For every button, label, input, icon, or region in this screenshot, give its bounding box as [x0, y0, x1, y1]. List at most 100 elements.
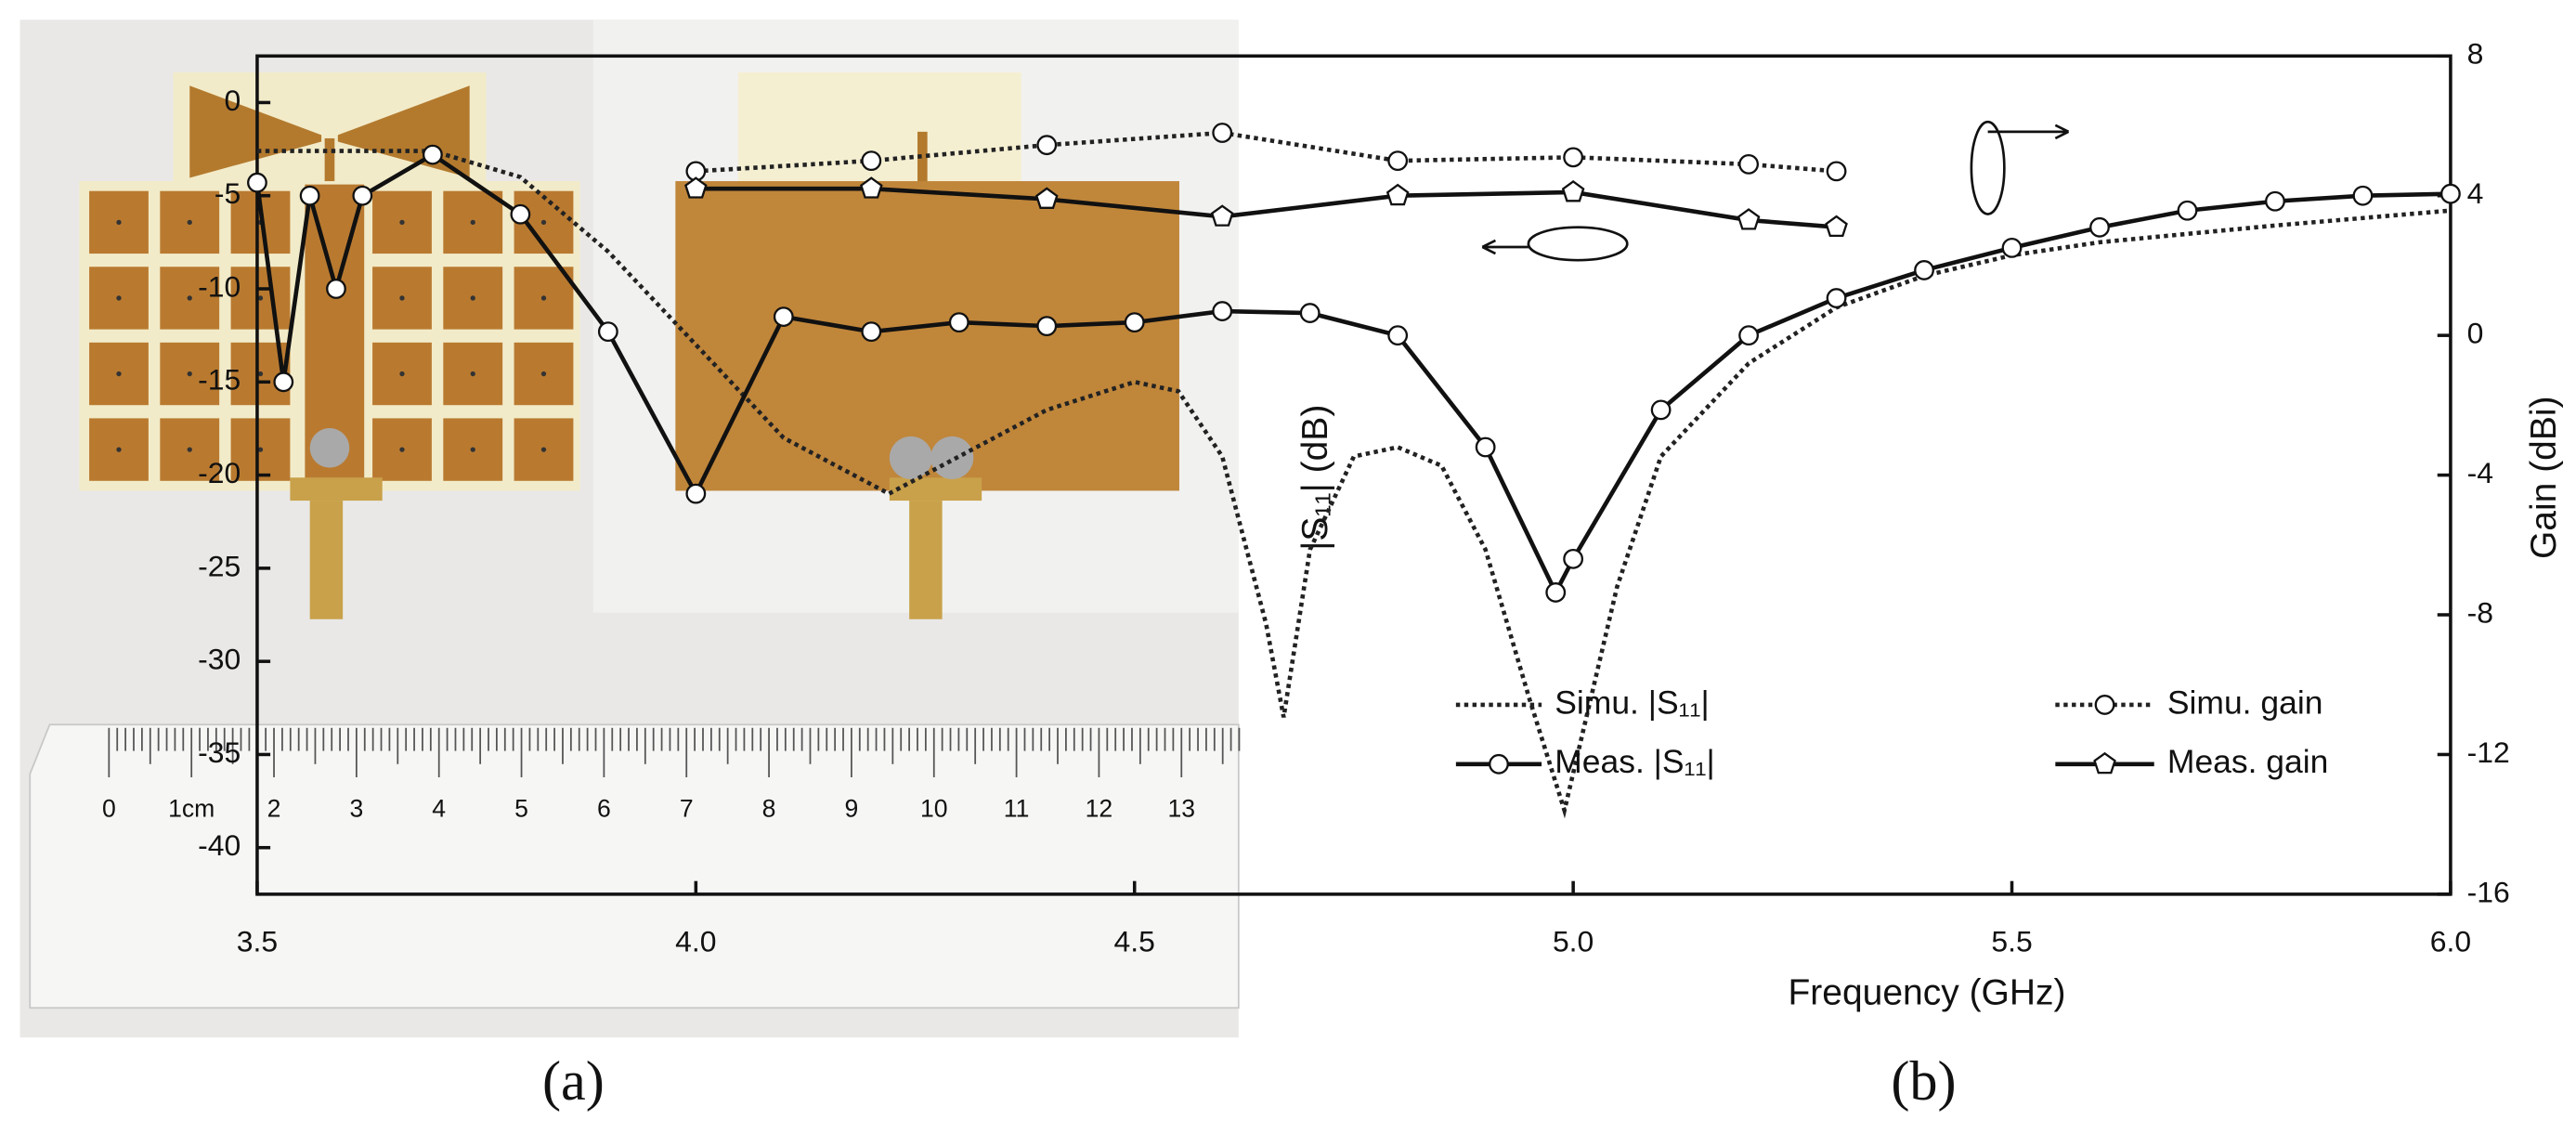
- via: [116, 371, 122, 377]
- ruler-label: 2: [267, 794, 281, 822]
- marker: [352, 185, 373, 206]
- ruler-label: 10: [920, 794, 948, 822]
- via: [470, 295, 475, 301]
- substrate: [737, 72, 1021, 189]
- ruler: [29, 723, 1240, 1009]
- ruler-scale: 0 1cm 2 3 4 5 6 7 8 9 10 11 12 13: [102, 727, 1241, 822]
- marker: [1737, 208, 1761, 230]
- annotation-arrow: [1987, 124, 2070, 140]
- feed-line: [324, 137, 335, 189]
- chart: Frequency (GHz) |S₁₁| (dB) Gain (dBi) 3.…: [198, 37, 2564, 1013]
- marker: [1563, 548, 1584, 569]
- marker: [247, 172, 267, 193]
- marker: [299, 185, 320, 206]
- series-line: [256, 149, 2452, 819]
- via: [540, 219, 547, 226]
- marker: [1387, 325, 1409, 346]
- x-tick-label: 6.0: [2430, 924, 2471, 957]
- via: [257, 295, 264, 301]
- connector: [309, 501, 344, 619]
- y2-tick-label: 4: [2467, 176, 2484, 210]
- marker: [1563, 147, 1584, 168]
- ruler-label: 4: [432, 794, 446, 822]
- via: [399, 447, 405, 452]
- marker: [1124, 312, 1145, 333]
- marker: [1825, 215, 1848, 238]
- via: [540, 371, 547, 377]
- marker: [685, 483, 707, 504]
- via: [116, 295, 122, 301]
- solder: [889, 436, 932, 480]
- marker: [2352, 185, 2374, 206]
- marker: [2093, 751, 2116, 775]
- marker: [1561, 180, 1585, 202]
- series-line: [696, 186, 1837, 229]
- caption: (b): [1891, 1050, 1956, 1113]
- y2-tick-label: -12: [2467, 736, 2510, 769]
- ruler-label: 8: [762, 794, 776, 822]
- marker: [773, 306, 794, 328]
- via: [116, 447, 122, 452]
- marker: [2094, 695, 2115, 715]
- ruler-label: 12: [1086, 794, 1113, 822]
- via: [257, 371, 264, 377]
- marker: [422, 144, 443, 165]
- ruler-label: 5: [514, 794, 528, 822]
- legend-label: Meas. |S₁₁|: [1555, 743, 1714, 780]
- ruler-label: 13: [1167, 794, 1195, 822]
- via: [399, 219, 405, 226]
- via: [470, 219, 475, 226]
- marker: [1387, 150, 1409, 172]
- marker: [1036, 135, 1058, 156]
- y-tick-label: -5: [215, 176, 241, 210]
- marker: [1545, 582, 1567, 603]
- y2-tick-label: -4: [2467, 456, 2493, 489]
- x-tick-label: 3.5: [237, 924, 278, 957]
- y-tick-label: -20: [198, 456, 241, 489]
- feed-line: [917, 131, 928, 189]
- ruler-label: 3: [349, 794, 363, 822]
- via: [187, 447, 192, 452]
- marker: [859, 176, 883, 199]
- marker: [1386, 183, 1410, 206]
- marker: [948, 312, 969, 333]
- annotation-ellipse: [1970, 120, 2006, 215]
- y2-tick-label: -8: [2467, 595, 2493, 629]
- connector: [889, 477, 982, 501]
- marker: [1034, 187, 1059, 209]
- y-axis-label: |S₁₁| (dB): [1295, 405, 1335, 551]
- marker: [1299, 303, 1321, 323]
- marker: [2001, 237, 2023, 258]
- via: [187, 371, 192, 377]
- annotation-ellipse: [1527, 226, 1629, 262]
- patch-array: [89, 190, 574, 481]
- marker: [2089, 216, 2110, 238]
- x-axis-label: Frequency (GHz): [1788, 972, 2065, 1012]
- marker: [1738, 325, 1759, 346]
- y2-axis-label: Gain (dBi): [2524, 396, 2564, 559]
- solder: [930, 436, 974, 480]
- legend-label: Simu. |S₁₁|: [1555, 684, 1709, 721]
- y2-tick-label: 0: [2467, 317, 2484, 350]
- via: [399, 295, 405, 301]
- marker: [1738, 153, 1759, 175]
- marker: [1212, 123, 1233, 143]
- connector: [290, 477, 383, 501]
- marker: [597, 321, 618, 343]
- marker: [684, 176, 708, 199]
- via: [257, 447, 264, 452]
- y-tick-label: -35: [198, 736, 241, 769]
- ruler-label: 9: [845, 794, 859, 822]
- via: [540, 295, 547, 301]
- y-tick-label: -10: [198, 269, 241, 303]
- via: [187, 295, 192, 301]
- ruler-label: 1cm: [168, 794, 215, 822]
- y2-tick-label: 8: [2467, 37, 2484, 71]
- via: [470, 371, 475, 377]
- marker: [1212, 301, 1233, 321]
- via: [540, 447, 547, 452]
- marker: [273, 371, 294, 393]
- solder: [309, 428, 350, 468]
- series-line: [254, 151, 2451, 598]
